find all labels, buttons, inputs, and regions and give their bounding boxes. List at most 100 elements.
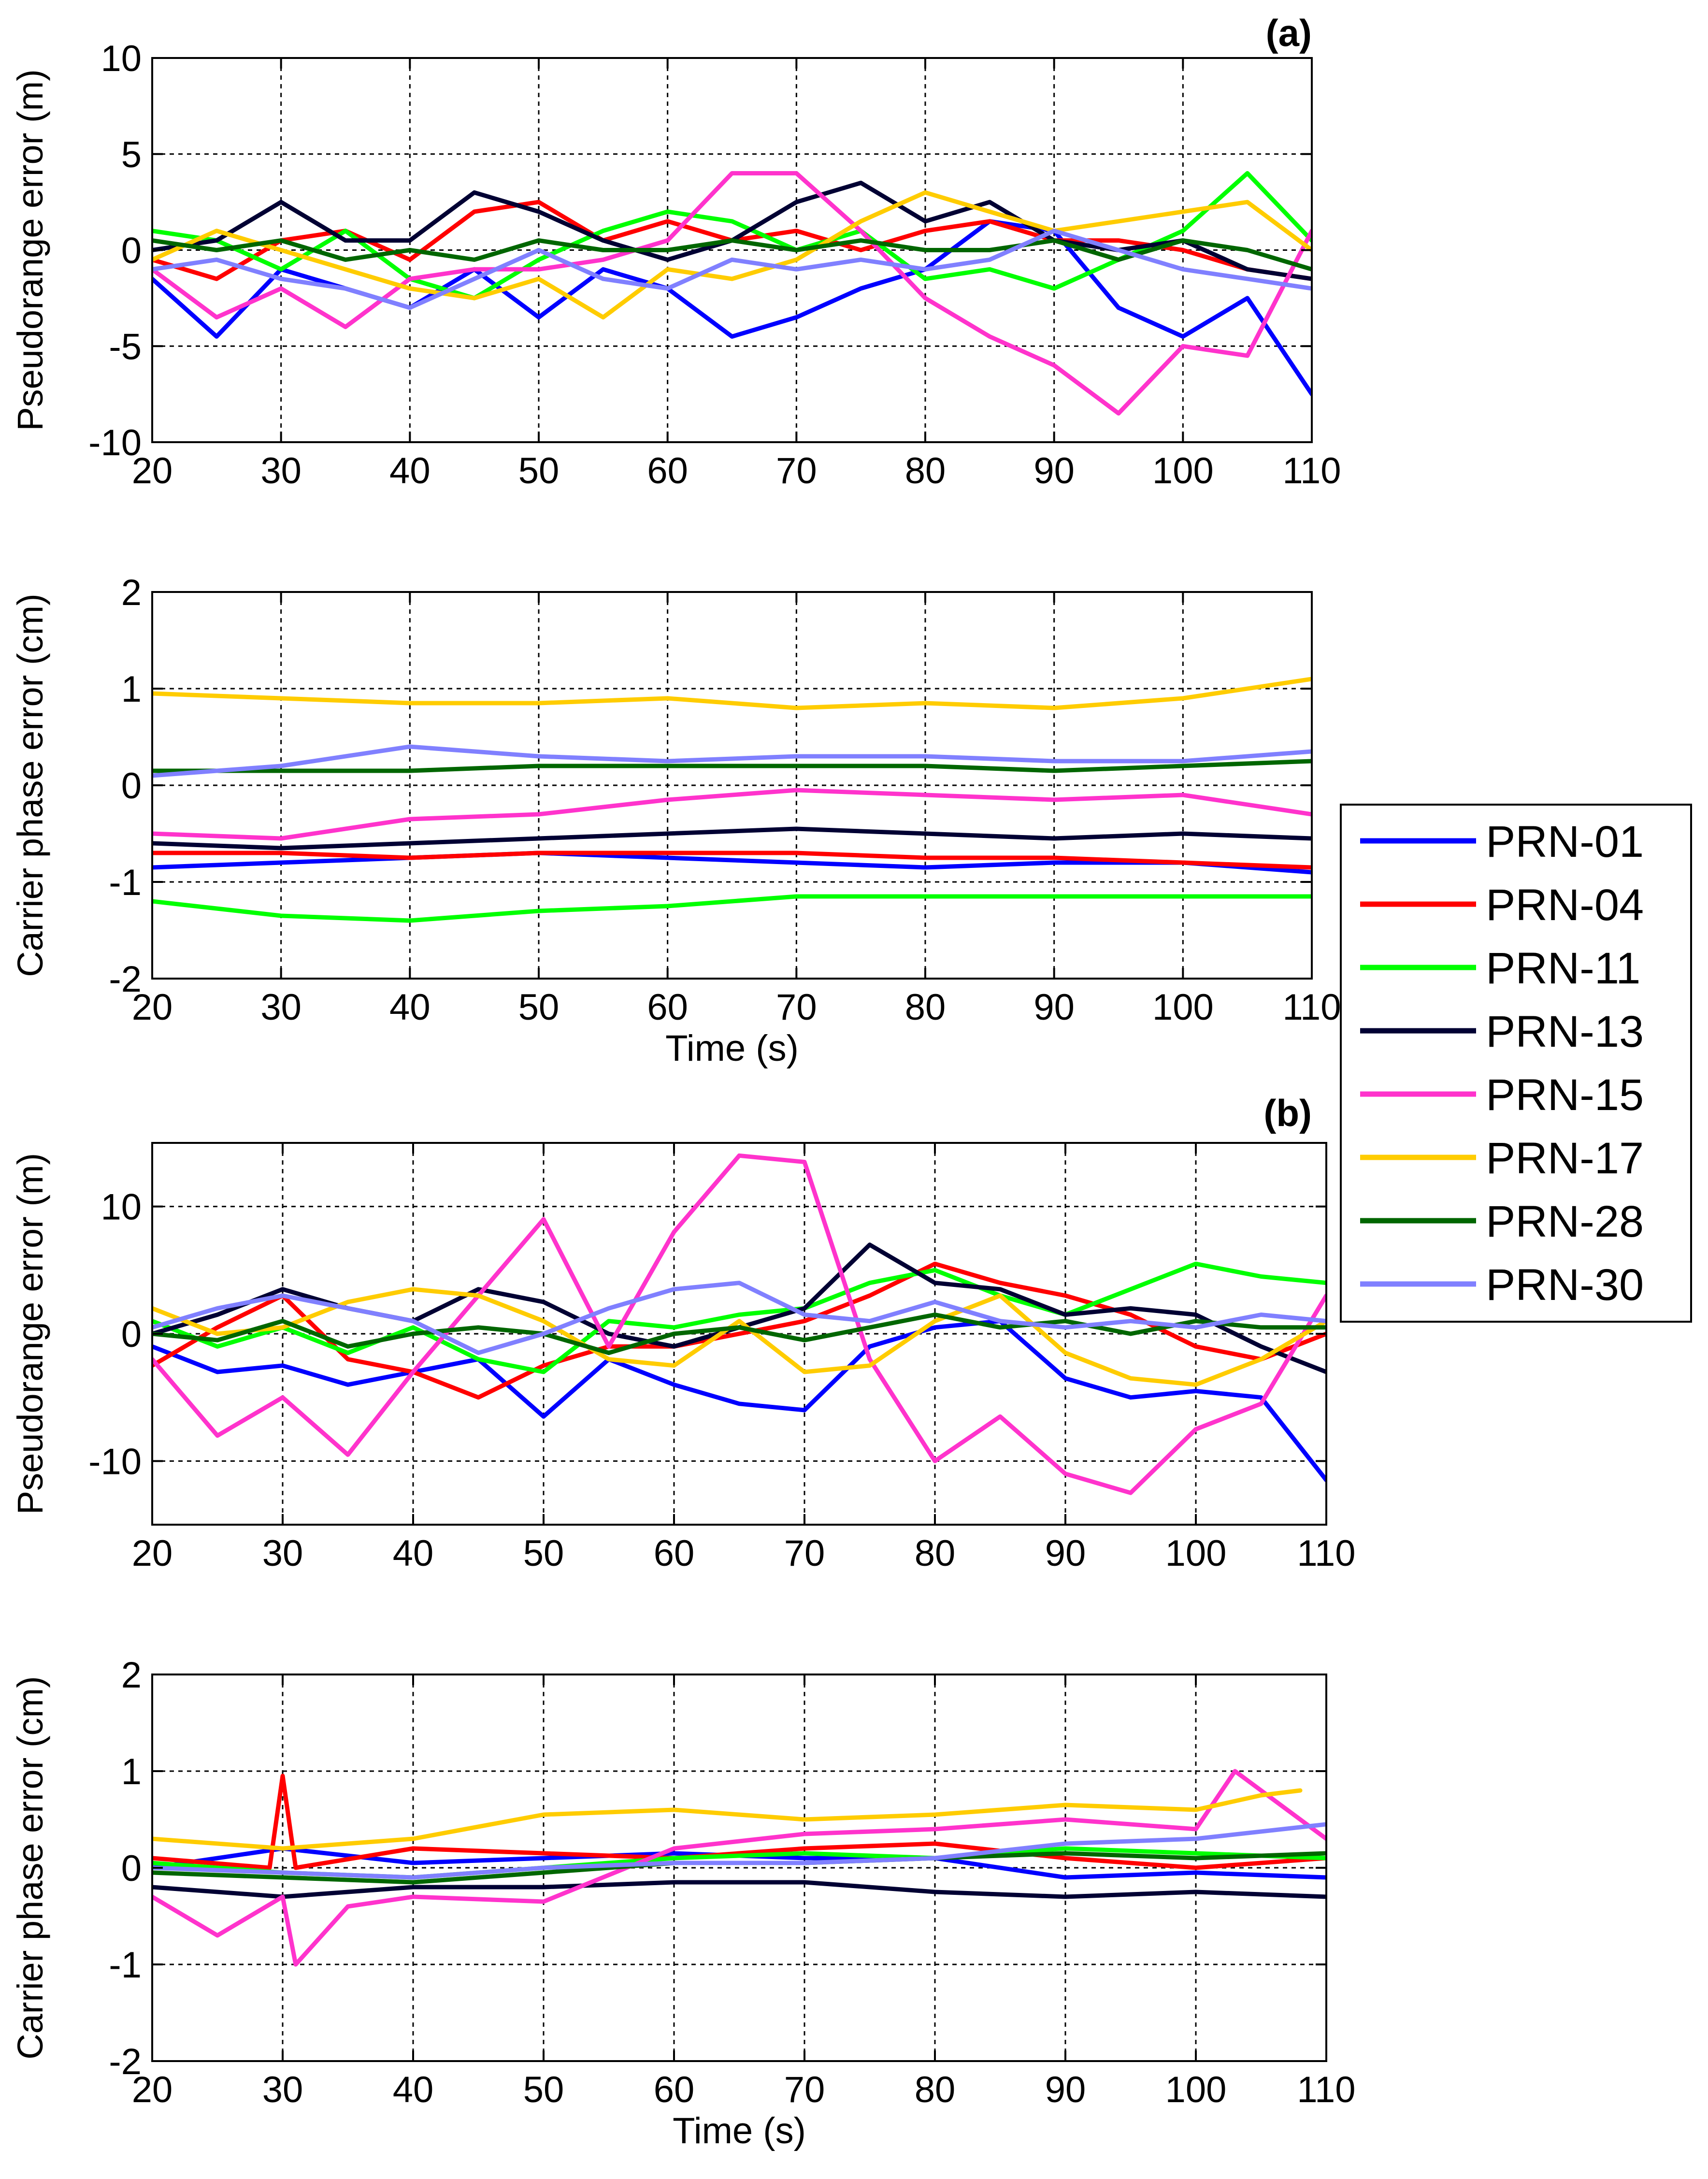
series-line-prn-15 [152, 1153, 1326, 1495]
y-tick-label: 10 [100, 38, 142, 79]
legend-item-prn-04: PRN-04 [1360, 880, 1644, 930]
x-tick-label: 50 [518, 987, 560, 1028]
x-axis-label: Time (s) [665, 1028, 799, 1069]
y-tick-label: 1 [121, 1751, 142, 1792]
x-tick-label: 50 [523, 2069, 564, 2110]
x-tick-label: 80 [905, 987, 946, 1028]
y-tick-label: 2 [121, 1655, 142, 1696]
x-axis-label: Time (s) [673, 2110, 806, 2151]
x-tick-label: 100 [1152, 987, 1214, 1028]
legend-label: PRN-04 [1486, 880, 1644, 930]
x-tick-label: 70 [776, 987, 817, 1028]
panel-label-b: (b) [1263, 1092, 1312, 1134]
legend-item-prn-17: PRN-17 [1360, 1134, 1644, 1183]
legend-label: PRN-17 [1486, 1134, 1644, 1183]
y-tick-label: 2 [121, 572, 142, 613]
legend-label: PRN-28 [1486, 1197, 1644, 1246]
series-line-prn-04 [152, 1774, 1326, 1870]
series-group [152, 677, 1312, 923]
series-line-prn-04 [152, 1261, 1326, 1400]
y-tick-label: 5 [121, 134, 142, 175]
y-tick-label: -2 [109, 959, 142, 1000]
x-tick-label: 50 [518, 450, 560, 491]
x-tick-label: 90 [1045, 1533, 1086, 1574]
x-tick-label: 110 [1297, 1533, 1355, 1574]
y-tick-label: -1 [109, 862, 142, 903]
legend: PRN-01 PRN-04 PRN-11 PRN-13 PRN-15 PRN-17 PRN-… [1340, 804, 1692, 1323]
x-tick-label: 60 [647, 987, 688, 1028]
axes-layer: 20 30 40 50 60 70 80 90 100 110-10-50510Pseudoran… [10, 38, 1356, 2151]
x-tick-label: 40 [389, 987, 431, 1028]
x-tick-label: 100 [1152, 450, 1214, 491]
series-line-prn-04 [152, 851, 1312, 870]
y-tick-label: -2 [109, 2041, 142, 2082]
y-tick-label: 0 [121, 231, 142, 272]
x-tick-label: 110 [1297, 2069, 1355, 2110]
legend-item-prn-30: PRN-30 [1360, 1260, 1644, 1310]
y-tick-label: 0 [121, 1314, 142, 1355]
y-tick-label: 10 [100, 1187, 142, 1228]
x-tick-label: 30 [262, 2069, 303, 2110]
x-tick-label: 70 [776, 450, 817, 491]
chart-a_pseudorange: 20 30 40 50 60 70 80 90 100 110 -10 -5 0 5 10 Pseudoran… [10, 38, 1341, 491]
x-tick-label: 70 [784, 2069, 825, 2110]
series-line-prn-13 [152, 826, 1312, 851]
legend-item-prn-13: PRN-13 [1360, 1007, 1644, 1056]
x-tick-label: 70 [784, 1533, 825, 1574]
series-line-prn-30 [152, 1822, 1326, 1880]
x-tick-label: 110 [1282, 987, 1341, 1028]
y-axis-label: Carrier phase error (cm) [10, 593, 50, 977]
x-tick-label: 90 [1033, 987, 1075, 1028]
legend-label: PRN-01 [1486, 817, 1644, 866]
x-tick-label: 80 [915, 2069, 956, 2110]
chart-b_carrier: 20 30 40 50 60 70 80 90 100 110 -2 -1 0 1 2 Carrier pha… [10, 1655, 1356, 2151]
series-line-prn-28 [152, 238, 1312, 272]
series-group [152, 1153, 1326, 1495]
x-tick-label: 20 [132, 2069, 173, 2110]
x-tick-label: 90 [1033, 450, 1075, 491]
x-tick-label: 30 [260, 450, 301, 491]
series-line-prn-28 [152, 759, 1312, 773]
series-line-prn-17 [152, 190, 1312, 320]
series-line-prn-30 [152, 744, 1312, 778]
series-line-prn-15 [152, 1769, 1326, 1967]
x-tick-label: 60 [654, 1533, 695, 1574]
legend-label: PRN-30 [1486, 1260, 1644, 1310]
series-line-prn-01 [152, 1319, 1326, 1483]
x-tick-label: 80 [915, 1533, 956, 1574]
series-line-prn-15 [152, 788, 1312, 841]
series-group [152, 1769, 1326, 1967]
y-tick-label: -10 [88, 422, 142, 463]
legend-label: PRN-13 [1486, 1007, 1644, 1056]
panel-label-a: (a) [1266, 12, 1312, 54]
legend-item-prn-01: PRN-01 [1360, 817, 1644, 866]
x-tick-label: 40 [393, 2069, 434, 2110]
x-tick-label: 30 [260, 987, 301, 1028]
y-axis-label: Pseudorange error (m) [10, 1153, 50, 1515]
x-tick-label: 60 [654, 2069, 695, 2110]
series-line-prn-17 [152, 1788, 1303, 1851]
x-tick-label: 20 [132, 987, 173, 1028]
series-line-prn-11 [152, 894, 1312, 923]
x-tick-label: 100 [1165, 2069, 1227, 2110]
series-line-prn-28 [152, 1313, 1326, 1355]
y-tick-label: -5 [109, 326, 142, 367]
series-line-prn-01 [152, 851, 1312, 875]
x-tick-label: 50 [523, 1533, 564, 1574]
series-line-prn-13 [152, 1880, 1326, 1899]
chart-a_carrier: 20 30 40 50 60 70 80 90 100 110 -2 -1 0 1 2 Carrier pha… [10, 572, 1341, 1069]
x-tick-label: 20 [132, 1533, 173, 1574]
y-tick-label: -1 [109, 1945, 142, 1986]
y-tick-label: 0 [121, 765, 142, 807]
series-line-prn-30 [152, 1281, 1326, 1355]
legend-label: PRN-15 [1486, 1070, 1644, 1120]
series-line-prn-11 [152, 1261, 1326, 1374]
y-tick-label: 0 [121, 1848, 142, 1889]
legend-item-prn-28: PRN-28 [1360, 1197, 1644, 1246]
x-tick-label: 30 [262, 1533, 303, 1574]
series-line-prn-17 [152, 1287, 1326, 1387]
x-tick-label: 20 [132, 450, 173, 491]
y-axis-label: Pseudorange error (m) [10, 69, 50, 431]
series-line-prn-30 [152, 229, 1312, 310]
